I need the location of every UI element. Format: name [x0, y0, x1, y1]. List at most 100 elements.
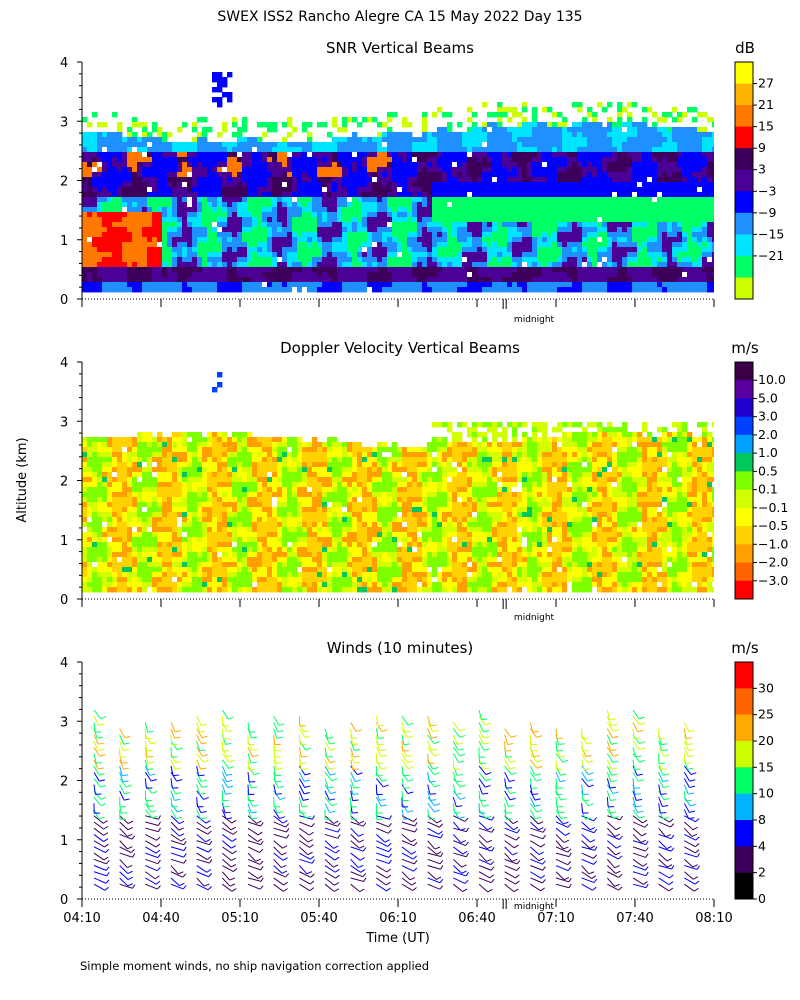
heat-cell	[607, 277, 613, 283]
heat-cell	[117, 277, 123, 283]
heat-cell	[137, 582, 143, 588]
heat-cell	[587, 202, 593, 208]
heat-cell	[357, 202, 363, 208]
heat-cell	[132, 507, 138, 513]
heat-cell	[667, 222, 673, 228]
heat-cell	[172, 497, 178, 503]
heat-cell	[207, 247, 213, 253]
heat-cell	[162, 227, 168, 233]
heat-cell	[457, 187, 463, 193]
heat-cell	[457, 272, 463, 278]
heat-cell	[352, 202, 358, 208]
heat-cell	[487, 242, 493, 248]
heat-cell	[327, 202, 333, 208]
heat-cell	[622, 277, 628, 283]
heat-cell	[527, 122, 533, 128]
heat-cell	[472, 132, 478, 138]
heat-cell	[207, 142, 213, 148]
heat-cell	[462, 147, 468, 153]
heat-cell	[262, 277, 268, 283]
heat-cell	[382, 222, 388, 228]
heat-cell	[507, 142, 513, 148]
heat-cell	[142, 187, 148, 193]
heat-cell	[337, 202, 343, 208]
heat-cell	[587, 212, 593, 218]
heat-cell	[672, 242, 678, 248]
heat-cell	[502, 107, 508, 113]
heat-cell	[557, 277, 563, 283]
heat-cell	[597, 232, 603, 238]
heat-cell	[357, 137, 363, 143]
heat-cell	[662, 192, 668, 198]
heat-cell	[552, 172, 558, 178]
heat-cell	[272, 252, 278, 258]
heat-cell	[387, 272, 393, 278]
heat-cell	[457, 222, 463, 228]
heat-cell	[227, 147, 233, 153]
heat-cell	[597, 247, 603, 253]
heat-cell	[337, 182, 343, 188]
heat-cell	[707, 222, 713, 228]
heat-cell	[682, 127, 688, 133]
heat-cell	[127, 487, 133, 493]
heat-cell	[342, 127, 348, 133]
heat-cell	[412, 207, 418, 213]
heat-cell	[397, 177, 403, 183]
heat-cell	[97, 232, 103, 238]
heat-cell	[162, 512, 168, 518]
heat-cell	[117, 152, 123, 158]
heat-cell	[217, 262, 223, 268]
heat-cell	[432, 257, 438, 263]
heat-cell	[222, 157, 228, 163]
heat-cell	[167, 192, 173, 198]
heat-cell	[562, 142, 568, 148]
heat-cell	[397, 287, 403, 293]
heat-cell	[497, 182, 503, 188]
heat-cell	[677, 277, 683, 283]
heat-cell	[432, 242, 438, 248]
heat-cell	[82, 452, 88, 458]
heat-cell	[232, 232, 238, 238]
heat-cell	[337, 142, 343, 148]
heat-cell	[662, 247, 668, 253]
heat-cell	[657, 287, 663, 293]
heat-cell	[122, 547, 128, 553]
heat-cell	[102, 487, 108, 493]
heat-cell	[127, 282, 133, 288]
heat-cell	[487, 222, 493, 228]
heat-cell	[692, 177, 698, 183]
heat-cell	[457, 262, 463, 268]
heat-cell	[157, 137, 163, 143]
heat-cell	[182, 282, 188, 288]
heat-cell	[537, 162, 543, 168]
heat-cell	[262, 197, 268, 203]
heat-cell	[662, 277, 668, 283]
heat-cell	[517, 232, 523, 238]
heat-cell	[172, 202, 178, 208]
heat-cell	[177, 157, 183, 163]
heat-cell	[272, 147, 278, 153]
heat-cell	[362, 162, 368, 168]
heat-cell	[237, 202, 243, 208]
heat-cell	[142, 197, 148, 203]
heat-cell	[347, 192, 353, 198]
heat-cell	[102, 522, 108, 528]
heat-cell	[687, 137, 693, 143]
heat-cell	[102, 122, 108, 128]
heat-cell	[177, 277, 183, 283]
heat-cell	[162, 277, 168, 283]
heat-cell	[612, 282, 618, 288]
heat-cell	[97, 477, 103, 483]
heat-cell	[252, 147, 258, 153]
heat-cell	[137, 212, 143, 218]
heat-cell	[597, 137, 603, 143]
heat-cell	[202, 152, 208, 158]
heat-cell	[587, 287, 593, 293]
heat-cell	[507, 157, 513, 163]
heat-cell	[482, 127, 488, 133]
heat-cell	[217, 147, 223, 153]
heat-cell	[367, 282, 373, 288]
heat-cell	[477, 202, 483, 208]
heat-cell	[237, 167, 243, 173]
heat-cell	[527, 232, 533, 238]
